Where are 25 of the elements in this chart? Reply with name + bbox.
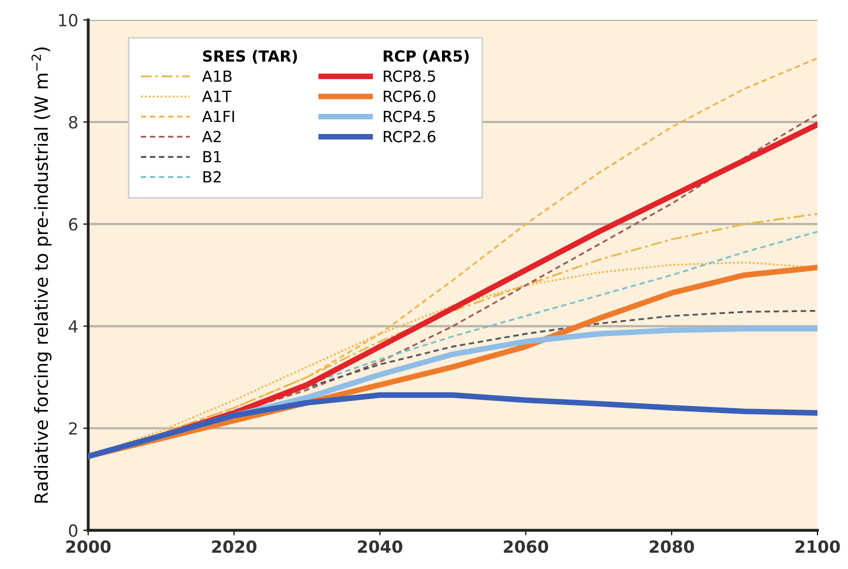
legend-label: RCP6.0: [384, 90, 436, 102]
x-tick-label: 2080: [650, 540, 694, 553]
x-tick-label: 2000: [66, 540, 111, 553]
legend-label: B2: [203, 171, 221, 182]
text: RCP (AR5): [384, 50, 469, 64]
x-tick-label: 2100: [796, 540, 840, 553]
y-tick-label: 8: [68, 116, 78, 129]
legend-label: RCP2.6: [384, 130, 436, 142]
y-tick-label: 2: [69, 422, 77, 435]
y-tick-label: 4: [68, 320, 78, 332]
x-tick-label: 2020: [212, 540, 256, 553]
x-tick-label: 2060: [504, 540, 548, 553]
text: SRES (TAR): [203, 50, 297, 64]
y-tick-label: 0: [68, 524, 78, 537]
y-axis-title: Radiative forcing relative to pre-industrial (W m$^{−2}$): [31, 47, 52, 503]
y-tick-label: 6: [69, 218, 78, 231]
legend-label: B1: [203, 151, 221, 162]
legend-label: A1FI: [202, 110, 234, 122]
legend-label: A2: [202, 130, 221, 142]
legend-label: RCP4.5: [384, 110, 436, 122]
x-tick-label: 2040: [358, 540, 402, 553]
legend-label: A1B: [202, 70, 232, 82]
legend-label: RCP8.5: [384, 70, 436, 82]
legend-label: A1T: [202, 90, 232, 102]
y-tick-label: 10: [59, 14, 78, 26]
